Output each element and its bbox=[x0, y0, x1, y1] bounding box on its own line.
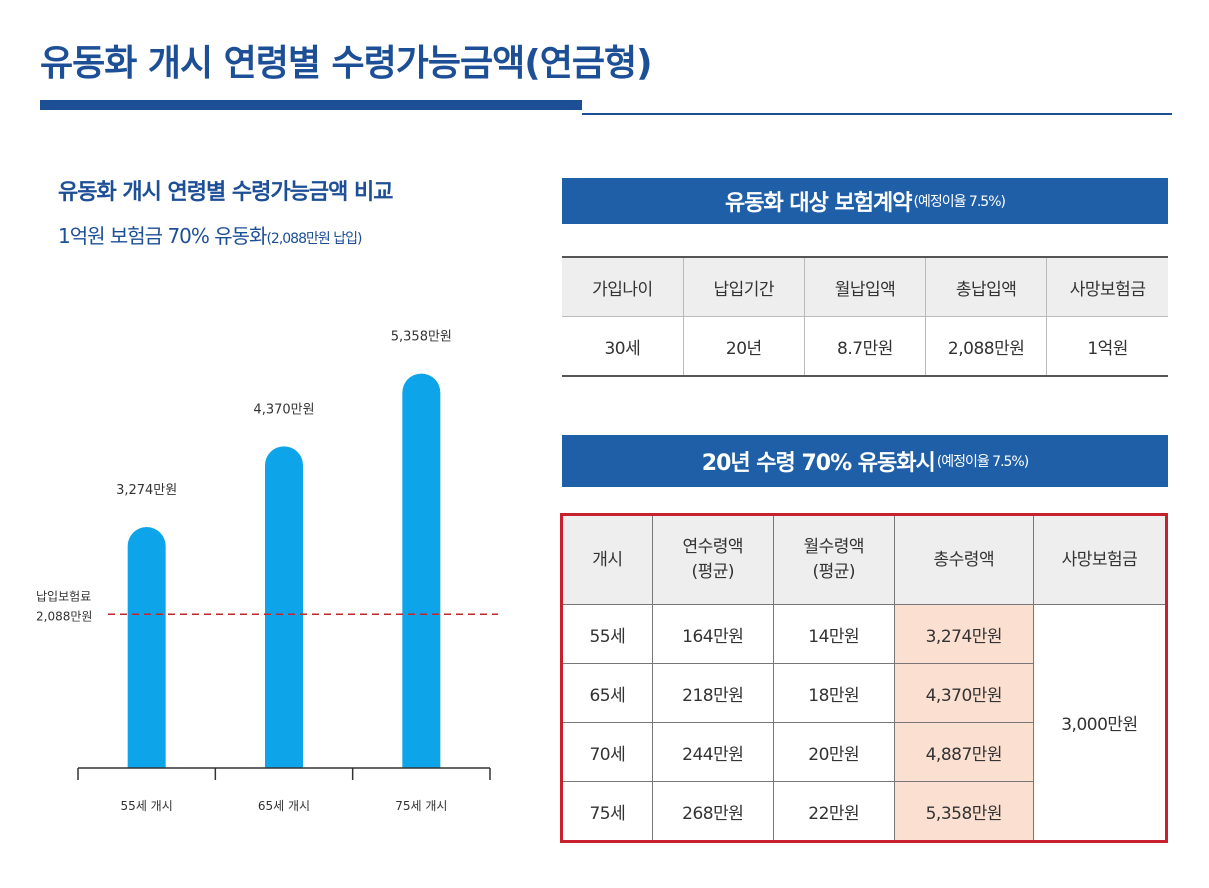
payout-title: 20년 수령 70% 유동화시 bbox=[701, 451, 936, 476]
payout-header-row: 개시 연수령액 (평균) 월수령액 (평균) 총수령액 사망보험금 bbox=[561, 514, 1168, 605]
payout-cell-age: 55세 bbox=[561, 604, 653, 664]
payout-cell-annual: 164만원 bbox=[651, 604, 774, 664]
contract-header-cell: 총납입액 bbox=[925, 257, 1048, 317]
payout-header-cell: 사망보험금 bbox=[1032, 514, 1168, 605]
payout-cell-annual: 244만원 bbox=[651, 722, 774, 782]
reference-label-line1: 납입보험료 bbox=[36, 589, 91, 603]
payout-cell-age: 65세 bbox=[561, 663, 653, 723]
payout-header-line2: (평균) bbox=[812, 562, 856, 582]
reference-label-line2: 2,088만원 bbox=[36, 609, 92, 623]
bar bbox=[265, 446, 303, 768]
payout-header-cell: 개시 bbox=[561, 514, 653, 605]
contract-header-cell: 가입나이 bbox=[562, 257, 684, 317]
payout-cell-annual: 218만원 bbox=[651, 663, 774, 723]
x-tick-label: 65세 개시 bbox=[258, 799, 310, 813]
contract-header-cell: 사망보험금 bbox=[1046, 257, 1168, 317]
contract-cell: 30세 bbox=[562, 316, 684, 376]
payout-section-header: 20년 수령 70% 유동화시 (예정이율 7.5%) bbox=[562, 435, 1168, 487]
payout-cell-monthly: 22만원 bbox=[772, 781, 895, 842]
payout-header-cell: 월수령액 (평균) bbox=[772, 514, 895, 605]
payout-header-line1: 총수령액 bbox=[933, 549, 995, 570]
payout-cell-age: 70세 bbox=[561, 722, 653, 782]
payout-table: 개시 연수령액 (평균) 월수령액 (평균) 총수령액 사망보험금 55세 164만… bbox=[560, 513, 1168, 843]
contract-title: 유동화 대상 보험계약 bbox=[725, 191, 912, 216]
bar-chart: 3,274만원 55세 개시 4,370만원 65세 개시 5,358만원 75세 개시 납… bbox=[36, 330, 498, 813]
contract-title-note: (예정이율 7.5%) bbox=[913, 194, 1006, 210]
payout-header-line1: 사망보험금 bbox=[1061, 549, 1138, 570]
payout-cell-age: 75세 bbox=[561, 781, 653, 842]
payout-cell-death-benefit: 3,000만원 bbox=[1032, 604, 1168, 842]
payout-cell-total: 3,274만원 bbox=[893, 604, 1034, 664]
payout-cell-total: 4,887만원 bbox=[893, 722, 1034, 782]
payout-cell-annual: 268만원 bbox=[651, 781, 774, 842]
contract-data-row: 30세 20년 8.7만원 2,088만원 1억원 bbox=[562, 316, 1168, 376]
chart-subtitle: 1억원 보험금 70% 유동화(2,088만원 납입) bbox=[58, 220, 362, 249]
bar bbox=[402, 373, 441, 768]
title-underline-thin bbox=[582, 113, 1172, 115]
payout-header-line2: (평균) bbox=[691, 562, 735, 582]
payout-header-line1: 연수령액 bbox=[682, 537, 744, 558]
x-tick-label: 55세 개시 bbox=[121, 799, 173, 813]
payout-title-note: (예정이율 7.5%) bbox=[936, 454, 1029, 470]
chart-subtitle-main: 1억원 보험금 70% 유동화 bbox=[58, 224, 267, 248]
payout-row: 75세 268만원 22만원 5,358만원 bbox=[561, 781, 1167, 842]
payout-cell-monthly: 14만원 bbox=[772, 604, 895, 664]
payout-cell-total: 4,370만원 bbox=[893, 663, 1034, 723]
contract-section-header: 유동화 대상 보험계약 (예정이율 7.5%) bbox=[562, 178, 1168, 224]
payout-header-cell: 연수령액 (평균) bbox=[651, 514, 774, 605]
contract-table: 가입나이 납입기간 월납입액 총납입액 사망보험금 30세 20년 8.7만원 … bbox=[562, 256, 1168, 377]
x-tick-label: 75세 개시 bbox=[395, 799, 447, 813]
title-underline-thick bbox=[40, 100, 582, 110]
contract-cell: 20년 bbox=[683, 316, 805, 376]
chart-subtitle-note: (2,088만원 납입) bbox=[266, 231, 362, 247]
contract-cell: 8.7만원 bbox=[804, 316, 927, 376]
contract-header-row: 가입나이 납입기간 월납입액 총납입액 사망보험금 bbox=[562, 257, 1168, 317]
contract-cell: 2,088만원 bbox=[925, 316, 1048, 376]
bar-value-label: 5,358만원 bbox=[391, 330, 452, 345]
contract-header-cell: 납입기간 bbox=[683, 257, 805, 317]
bar bbox=[127, 527, 166, 768]
payout-header-line1: 월수령액 bbox=[803, 537, 865, 558]
chart-title: 유동화 개시 연령별 수령가능금액 비교 bbox=[58, 180, 393, 205]
page-title: 유동화 개시 연령별 수령가능금액(연금형) bbox=[40, 43, 653, 84]
contract-header-cell: 월납입액 bbox=[804, 257, 927, 317]
payout-cell-monthly: 20만원 bbox=[772, 722, 895, 782]
bar-value-label: 4,370만원 bbox=[253, 402, 314, 417]
payout-row: 70세 244만원 20만원 4,887만원 bbox=[561, 722, 1167, 782]
payout-cell-total: 5,358만원 bbox=[893, 781, 1034, 842]
payout-row: 55세 164만원 14만원 3,274만원 3,000만원 bbox=[561, 604, 1168, 842]
payout-header-line1: 개시 bbox=[592, 549, 623, 570]
bar-value-label: 3,274만원 bbox=[116, 483, 177, 498]
payout-header-cell: 총수령액 bbox=[893, 514, 1034, 605]
payout-cell-monthly: 18만원 bbox=[772, 663, 895, 723]
contract-cell: 1억원 bbox=[1046, 316, 1168, 376]
